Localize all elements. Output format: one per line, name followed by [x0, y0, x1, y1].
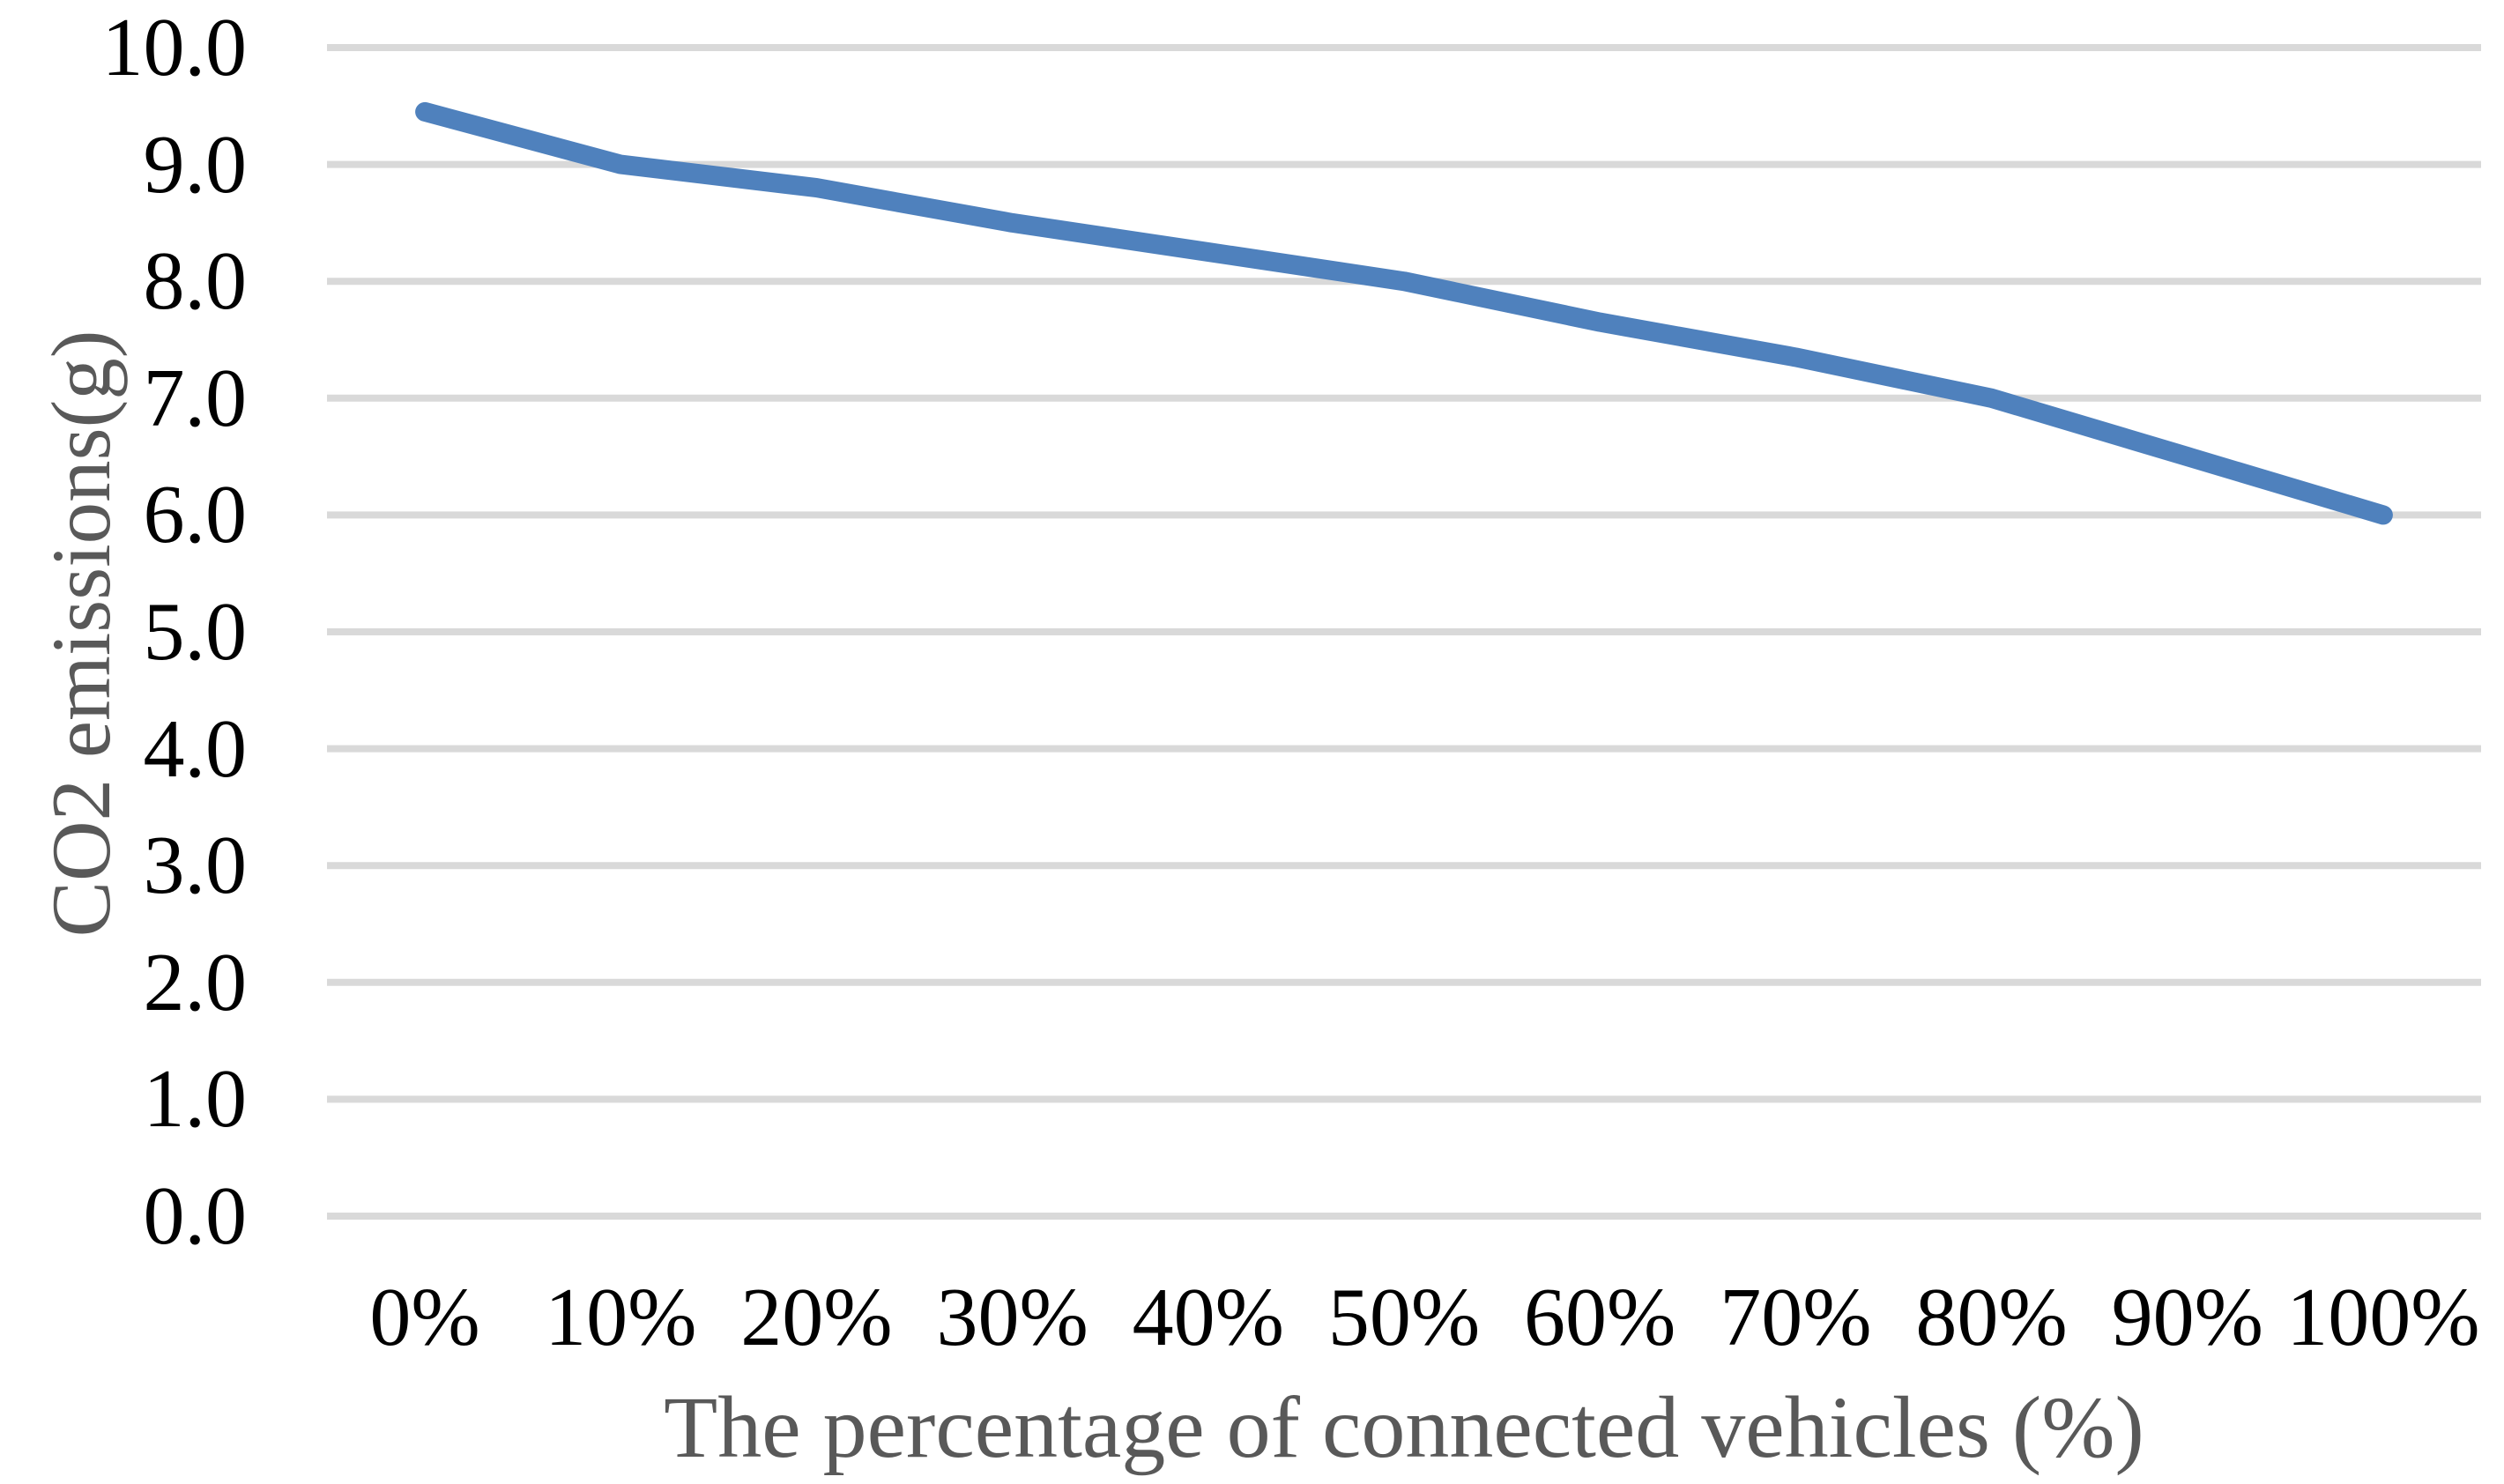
- y-axis-tick-label: 8.0: [143, 235, 248, 328]
- x-axis-tick-label: 50%: [1327, 1272, 1481, 1363]
- y-axis-tick-label: 6.0: [143, 469, 248, 561]
- y-axis-tick-label: 0.0: [143, 1170, 248, 1262]
- y-axis-tick-label: 9.0: [143, 118, 248, 211]
- y-axis-tick-label: 4.0: [143, 702, 248, 795]
- x-axis-tick-label: 90%: [2111, 1272, 2263, 1363]
- x-axis-tick-label: 40%: [1132, 1272, 1284, 1363]
- y-axis-tick-label: 10.0: [101, 2, 248, 93]
- x-axis-tick-label: 10%: [545, 1272, 697, 1363]
- x-axis-tick-label: 60%: [1524, 1272, 1676, 1363]
- x-axis-tick-label: 20%: [740, 1272, 893, 1363]
- y-axis-tick-label: 3.0: [143, 820, 248, 912]
- x-axis-tick-label: 0%: [369, 1272, 480, 1363]
- y-axis-tick-label: 1.0: [143, 1053, 248, 1146]
- x-axis-tick-label: 30%: [936, 1272, 1089, 1363]
- y-axis-tick-label: 7.0: [143, 352, 248, 444]
- x-axis-tick-label: 70%: [1720, 1272, 1872, 1363]
- y-axis-tick-label: 5.0: [143, 586, 248, 678]
- y-axis-title: CO2 emissions(g): [34, 330, 128, 938]
- y-axis-tick-label: 2.0: [143, 936, 248, 1028]
- x-axis-title: The percentage of connected vehicles (%): [664, 1378, 2144, 1476]
- series-line-co2-emissions: [415, 101, 2393, 525]
- gridlines: [327, 44, 2481, 1220]
- x-axis-tick-label: 80%: [1915, 1272, 2068, 1363]
- x-axis-tick-label: 100%: [2286, 1272, 2480, 1363]
